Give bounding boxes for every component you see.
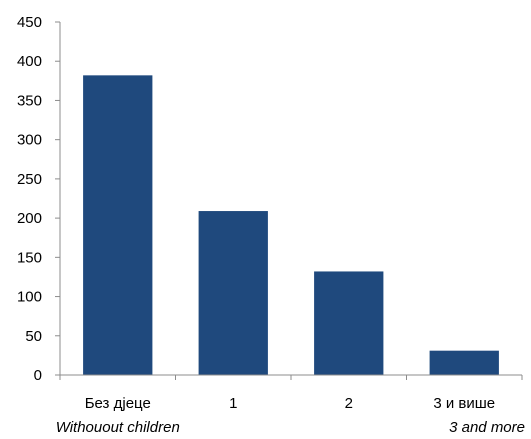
y-tick-label: 450 <box>17 14 42 31</box>
bar <box>198 211 268 375</box>
bar <box>314 271 384 375</box>
y-axis: 0 50 100 150 200 250 300 350 400 450 <box>17 14 61 384</box>
x-axis: Без дјеце Withouout children 1 2 3 и више 3 a… <box>56 374 525 436</box>
y-tick-label: 400 <box>17 53 42 70</box>
x-tick-label-english: 3 and more <box>449 419 525 436</box>
x-tick-label: 2 <box>345 395 353 412</box>
y-tick-label: 300 <box>17 132 42 149</box>
x-tick-label-english: Withouout children <box>56 419 180 436</box>
x-tick-label: 1 <box>229 395 237 412</box>
y-tick-label: 350 <box>17 92 42 109</box>
x-tick-label: 3 и више <box>433 395 495 412</box>
bar <box>83 75 153 375</box>
y-tick-label: 150 <box>17 249 42 266</box>
y-tick-label: 50 <box>25 328 42 345</box>
y-tick-label: 200 <box>17 210 42 227</box>
y-tick-label: 100 <box>17 289 42 306</box>
y-tick-label: 0 <box>34 367 42 384</box>
y-tick-label: 250 <box>17 171 42 188</box>
x-tick-label: Без дјеце <box>85 395 151 412</box>
bars <box>83 75 499 375</box>
bar <box>429 350 499 375</box>
